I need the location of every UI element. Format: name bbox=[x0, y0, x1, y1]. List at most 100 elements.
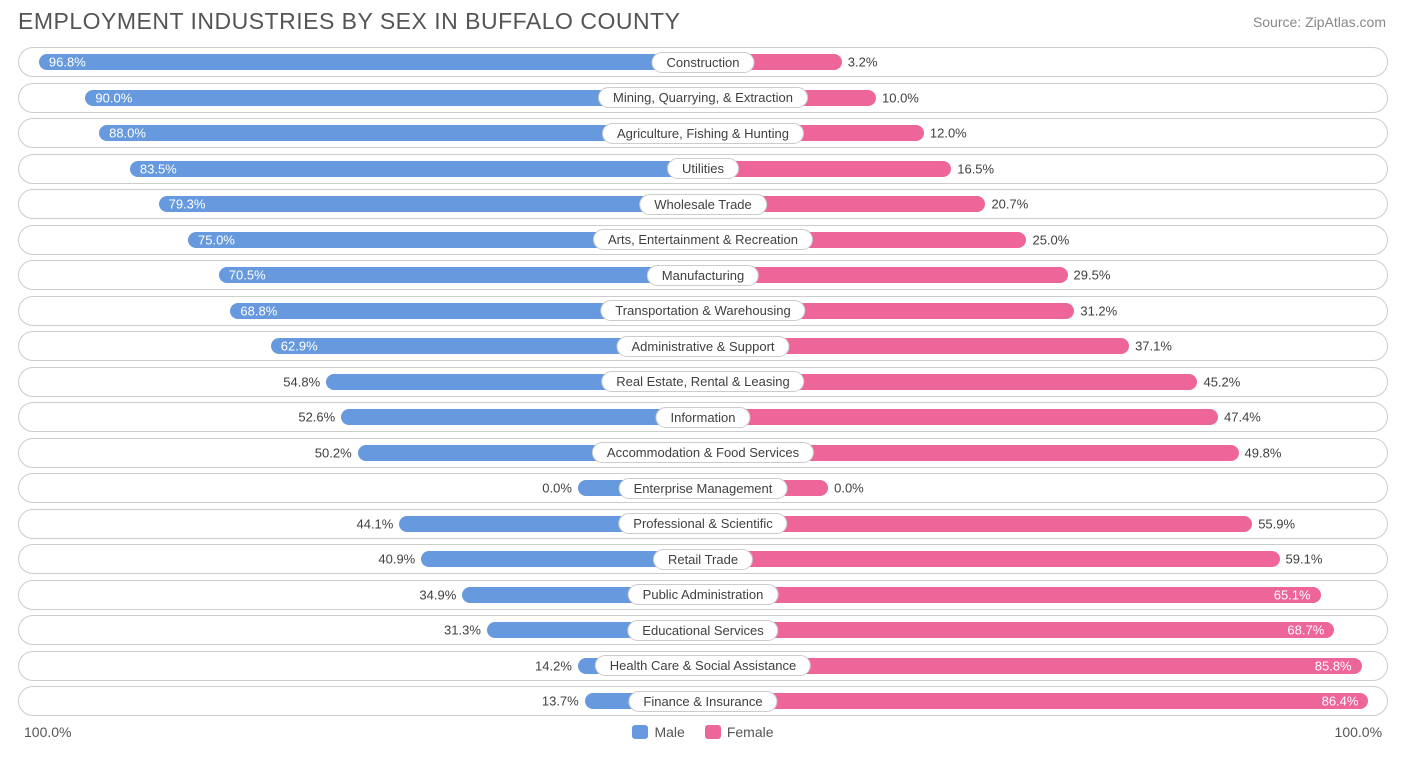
male-bar: 83.5% bbox=[130, 161, 701, 177]
chart-title: EMPLOYMENT INDUSTRIES BY SEX IN BUFFALO … bbox=[18, 8, 680, 35]
row-right-half: 20.7% bbox=[703, 190, 1387, 218]
male-pct-label: 68.8% bbox=[240, 303, 277, 318]
row-left-half: 44.1% bbox=[19, 510, 703, 538]
chart-row: 50.2%49.8%Accommodation & Food Services bbox=[18, 438, 1388, 468]
row-right-half: 86.4% bbox=[703, 687, 1387, 715]
row-right-half: 45.2% bbox=[703, 368, 1387, 396]
male-bar: 79.3% bbox=[159, 196, 701, 212]
chart-row: 34.9% 65.1%Public Administration bbox=[18, 580, 1388, 610]
female-pct-label: 3.2% bbox=[848, 55, 878, 70]
row-left-half: 31.3% bbox=[19, 616, 703, 644]
male-bar: 96.8% bbox=[39, 54, 701, 70]
male-pct-label: 31.3% bbox=[444, 623, 481, 638]
row-right-half: 68.7% bbox=[703, 616, 1387, 644]
chart-row: 75.0% 25.0% Arts, Entertainment & Recreati… bbox=[18, 225, 1388, 255]
legend-female-swatch bbox=[705, 725, 721, 739]
row-left-half: 62.9% bbox=[19, 332, 703, 360]
female-bar: 86.4% bbox=[705, 693, 1368, 709]
row-right-half: 29.5% bbox=[703, 261, 1387, 289]
category-label: Real Estate, Rental & Leasing bbox=[601, 371, 804, 392]
row-left-half: 34.9% bbox=[19, 581, 703, 609]
chart-row: 14.2% 85.8% Health Care & Social Assistanc… bbox=[18, 651, 1388, 681]
female-pct-label: 31.2% bbox=[1080, 303, 1117, 318]
male-pct-label: 54.8% bbox=[283, 374, 320, 389]
chart-source: Source: ZipAtlas.com bbox=[1253, 14, 1386, 30]
male-pct-label: 79.3% bbox=[169, 197, 206, 212]
row-right-half: 65.1% bbox=[703, 581, 1387, 609]
chart-body: 96.8% 3.2% Construction 90.0%10.0%Mining, Q… bbox=[0, 39, 1406, 716]
legend-male: Male bbox=[632, 724, 684, 740]
male-pct-label: 14.2% bbox=[535, 658, 572, 673]
chart-row: 0.0% 0.0% Enterprise Management bbox=[18, 473, 1388, 503]
male-pct-label: 44.1% bbox=[356, 516, 393, 531]
row-right-half: 59.1% bbox=[703, 545, 1387, 573]
chart-row: 40.9%59.1%Retail Trade bbox=[18, 544, 1388, 574]
chart-row: 52.6% 47.4% Information bbox=[18, 402, 1388, 432]
female-pct-label: 47.4% bbox=[1224, 410, 1261, 425]
legend-female: Female bbox=[705, 724, 774, 740]
axis-label-left: 100.0% bbox=[24, 724, 71, 740]
female-pct-label: 25.0% bbox=[1032, 232, 1069, 247]
chart-row: 62.9% 37.1% Administrative & Support bbox=[18, 331, 1388, 361]
category-label: Health Care & Social Assistance bbox=[595, 655, 811, 676]
category-label: Mining, Quarrying, & Extraction bbox=[598, 87, 808, 108]
row-left-half: 96.8% bbox=[19, 48, 703, 76]
category-label: Administrative & Support bbox=[616, 336, 789, 357]
category-label: Wholesale Trade bbox=[639, 194, 767, 215]
male-pct-label: 40.9% bbox=[378, 552, 415, 567]
chart-row: 44.1% 55.9% Professional & Scientific bbox=[18, 509, 1388, 539]
female-pct-label: 0.0% bbox=[834, 481, 864, 496]
male-pct-label: 96.8% bbox=[49, 55, 86, 70]
female-pct-label: 37.1% bbox=[1135, 339, 1172, 354]
category-label: Finance & Insurance bbox=[628, 691, 777, 712]
category-label: Information bbox=[655, 407, 750, 428]
row-right-half: 16.5% bbox=[703, 155, 1387, 183]
female-pct-label: 85.8% bbox=[1315, 658, 1352, 673]
female-pct-label: 16.5% bbox=[957, 161, 994, 176]
row-left-half: 79.3% bbox=[19, 190, 703, 218]
row-left-half: 13.7% bbox=[19, 687, 703, 715]
legend-male-swatch bbox=[632, 725, 648, 739]
row-right-half: 31.2% bbox=[703, 297, 1387, 325]
category-label: Construction bbox=[652, 52, 755, 73]
row-left-half: 40.9% bbox=[19, 545, 703, 573]
male-pct-label: 0.0% bbox=[542, 481, 572, 496]
row-right-half: 47.4% bbox=[703, 403, 1387, 431]
female-pct-label: 86.4% bbox=[1322, 694, 1359, 709]
male-pct-label: 62.9% bbox=[281, 339, 318, 354]
chart-row: 90.0%10.0%Mining, Quarrying, & Extractio… bbox=[18, 83, 1388, 113]
row-right-half: 3.2% bbox=[703, 48, 1387, 76]
chart-header: EMPLOYMENT INDUSTRIES BY SEX IN BUFFALO … bbox=[0, 0, 1406, 39]
category-label: Arts, Entertainment & Recreation bbox=[593, 229, 813, 250]
row-right-half: 55.9% bbox=[703, 510, 1387, 538]
category-label: Professional & Scientific bbox=[618, 513, 787, 534]
male-pct-label: 34.9% bbox=[419, 587, 456, 602]
chart-row: 83.5%16.5%Utilities bbox=[18, 154, 1388, 184]
male-pct-label: 83.5% bbox=[140, 161, 177, 176]
female-pct-label: 10.0% bbox=[882, 90, 919, 105]
female-pct-label: 55.9% bbox=[1258, 516, 1295, 531]
female-bar: 68.7% bbox=[705, 622, 1334, 638]
chart-row: 68.8%31.2%Transportation & Warehousing bbox=[18, 296, 1388, 326]
row-right-half: 37.1% bbox=[703, 332, 1387, 360]
row-left-half: 0.0% bbox=[19, 474, 703, 502]
row-left-half: 70.5% bbox=[19, 261, 703, 289]
row-left-half: 83.5% bbox=[19, 155, 703, 183]
row-left-half: 52.6% bbox=[19, 403, 703, 431]
chart-row: 31.3%68.7%Educational Services bbox=[18, 615, 1388, 645]
female-bar bbox=[705, 409, 1218, 425]
category-label: Enterprise Management bbox=[619, 478, 788, 499]
male-pct-label: 13.7% bbox=[542, 694, 579, 709]
category-label: Accommodation & Food Services bbox=[592, 442, 814, 463]
chart-row: 13.7% 86.4% Finance & Insurance bbox=[18, 686, 1388, 716]
chart-row: 70.5%29.5%Manufacturing bbox=[18, 260, 1388, 290]
male-bar bbox=[341, 409, 701, 425]
female-pct-label: 45.2% bbox=[1203, 374, 1240, 389]
male-pct-label: 88.0% bbox=[109, 126, 146, 141]
category-label: Public Administration bbox=[628, 584, 779, 605]
male-pct-label: 75.0% bbox=[198, 232, 235, 247]
male-pct-label: 70.5% bbox=[229, 268, 266, 283]
row-left-half: 88.0% bbox=[19, 119, 703, 147]
male-bar: 70.5% bbox=[219, 267, 701, 283]
female-bar: 65.1% bbox=[705, 587, 1321, 603]
